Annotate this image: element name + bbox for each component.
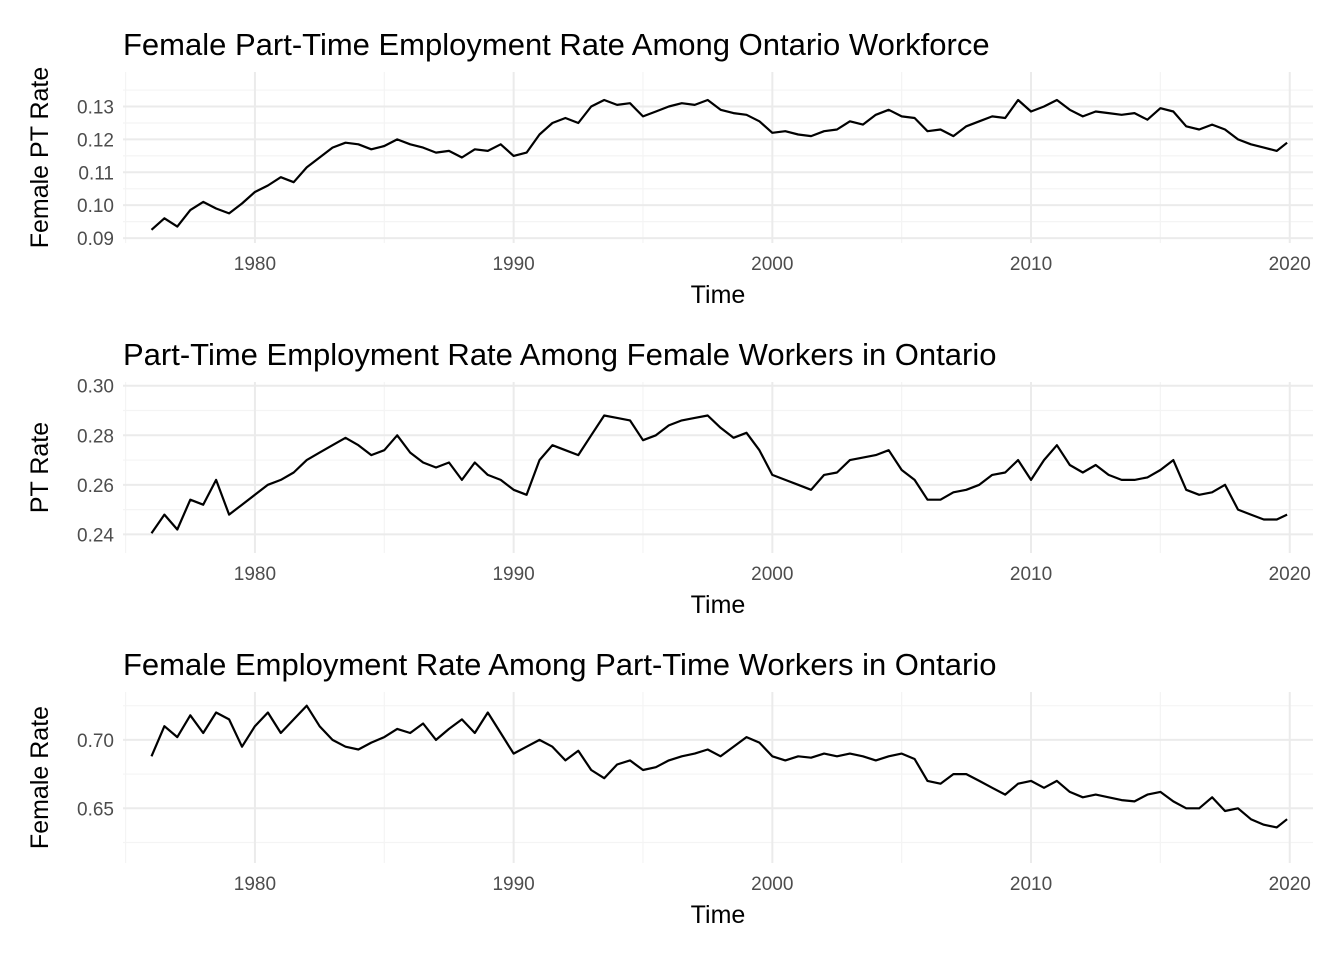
- x-axis-title: Time: [691, 281, 746, 309]
- y-tick-label: 0.24: [77, 525, 114, 546]
- y-axis-title: Female Rate: [26, 706, 54, 849]
- y-tick-label: 0.10: [77, 196, 114, 217]
- y-tick-label: 0.13: [77, 98, 114, 119]
- x-axis-title: Time: [691, 901, 746, 929]
- x-tick-label: 1990: [492, 874, 534, 895]
- y-tick-label: 0.12: [77, 130, 114, 151]
- y-axis-title: PT Rate: [26, 422, 54, 513]
- y-tick-label: 0.30: [77, 377, 114, 398]
- y-tick-label: 0.28: [77, 426, 114, 447]
- chart-panel-1: 1980 1990 2000 2010 2020 0.09 0.10 0.11 0.12 0.13…: [26, 27, 1313, 309]
- x-tick-label: 2020: [1269, 254, 1311, 275]
- chart-panel-2: 1980 1990 2000 2010 2020 0.24 0.26 0.28 0.30 Part…: [26, 337, 1313, 619]
- chart-title: Part-Time Employment Rate Among Female W…: [123, 337, 996, 372]
- x-tick-label: 2000: [751, 874, 793, 895]
- series-line-3: [150, 704, 1288, 829]
- x-tick-label: 2020: [1269, 874, 1311, 895]
- y-tick-label: 0.11: [78, 163, 114, 184]
- y-tick-label: 0.65: [77, 799, 114, 820]
- series-line-1: [150, 98, 1288, 231]
- x-tick-label: 2020: [1269, 564, 1311, 585]
- series-line-2: [150, 414, 1288, 534]
- x-axis-title: Time: [691, 591, 746, 619]
- y-tick-label: 0.70: [77, 731, 114, 752]
- chart-panel-3: 1980 1990 2000 2010 2020 0.65 0.70 Female Emplo…: [26, 647, 1313, 929]
- x-tick-label: 2010: [1010, 564, 1052, 585]
- x-tick-label: 2010: [1010, 254, 1052, 275]
- x-tick-label: 2010: [1010, 874, 1052, 895]
- x-tick-label: 2000: [751, 564, 793, 585]
- y-axis-title: Female PT Rate: [26, 67, 54, 249]
- x-tick-label: 2000: [751, 254, 793, 275]
- chart-title: Female Employment Rate Among Part-Time W…: [123, 647, 996, 682]
- x-tick-label: 1980: [234, 254, 276, 275]
- x-tick-label: 1990: [492, 564, 534, 585]
- x-tick-label: 1980: [234, 874, 276, 895]
- x-tick-label: 1990: [492, 254, 534, 275]
- chart-title: Female Part-Time Employment Rate Among O…: [123, 27, 990, 62]
- y-tick-label: 0.26: [77, 476, 114, 497]
- x-tick-label: 1980: [234, 564, 276, 585]
- y-tick-label: 0.09: [77, 229, 114, 250]
